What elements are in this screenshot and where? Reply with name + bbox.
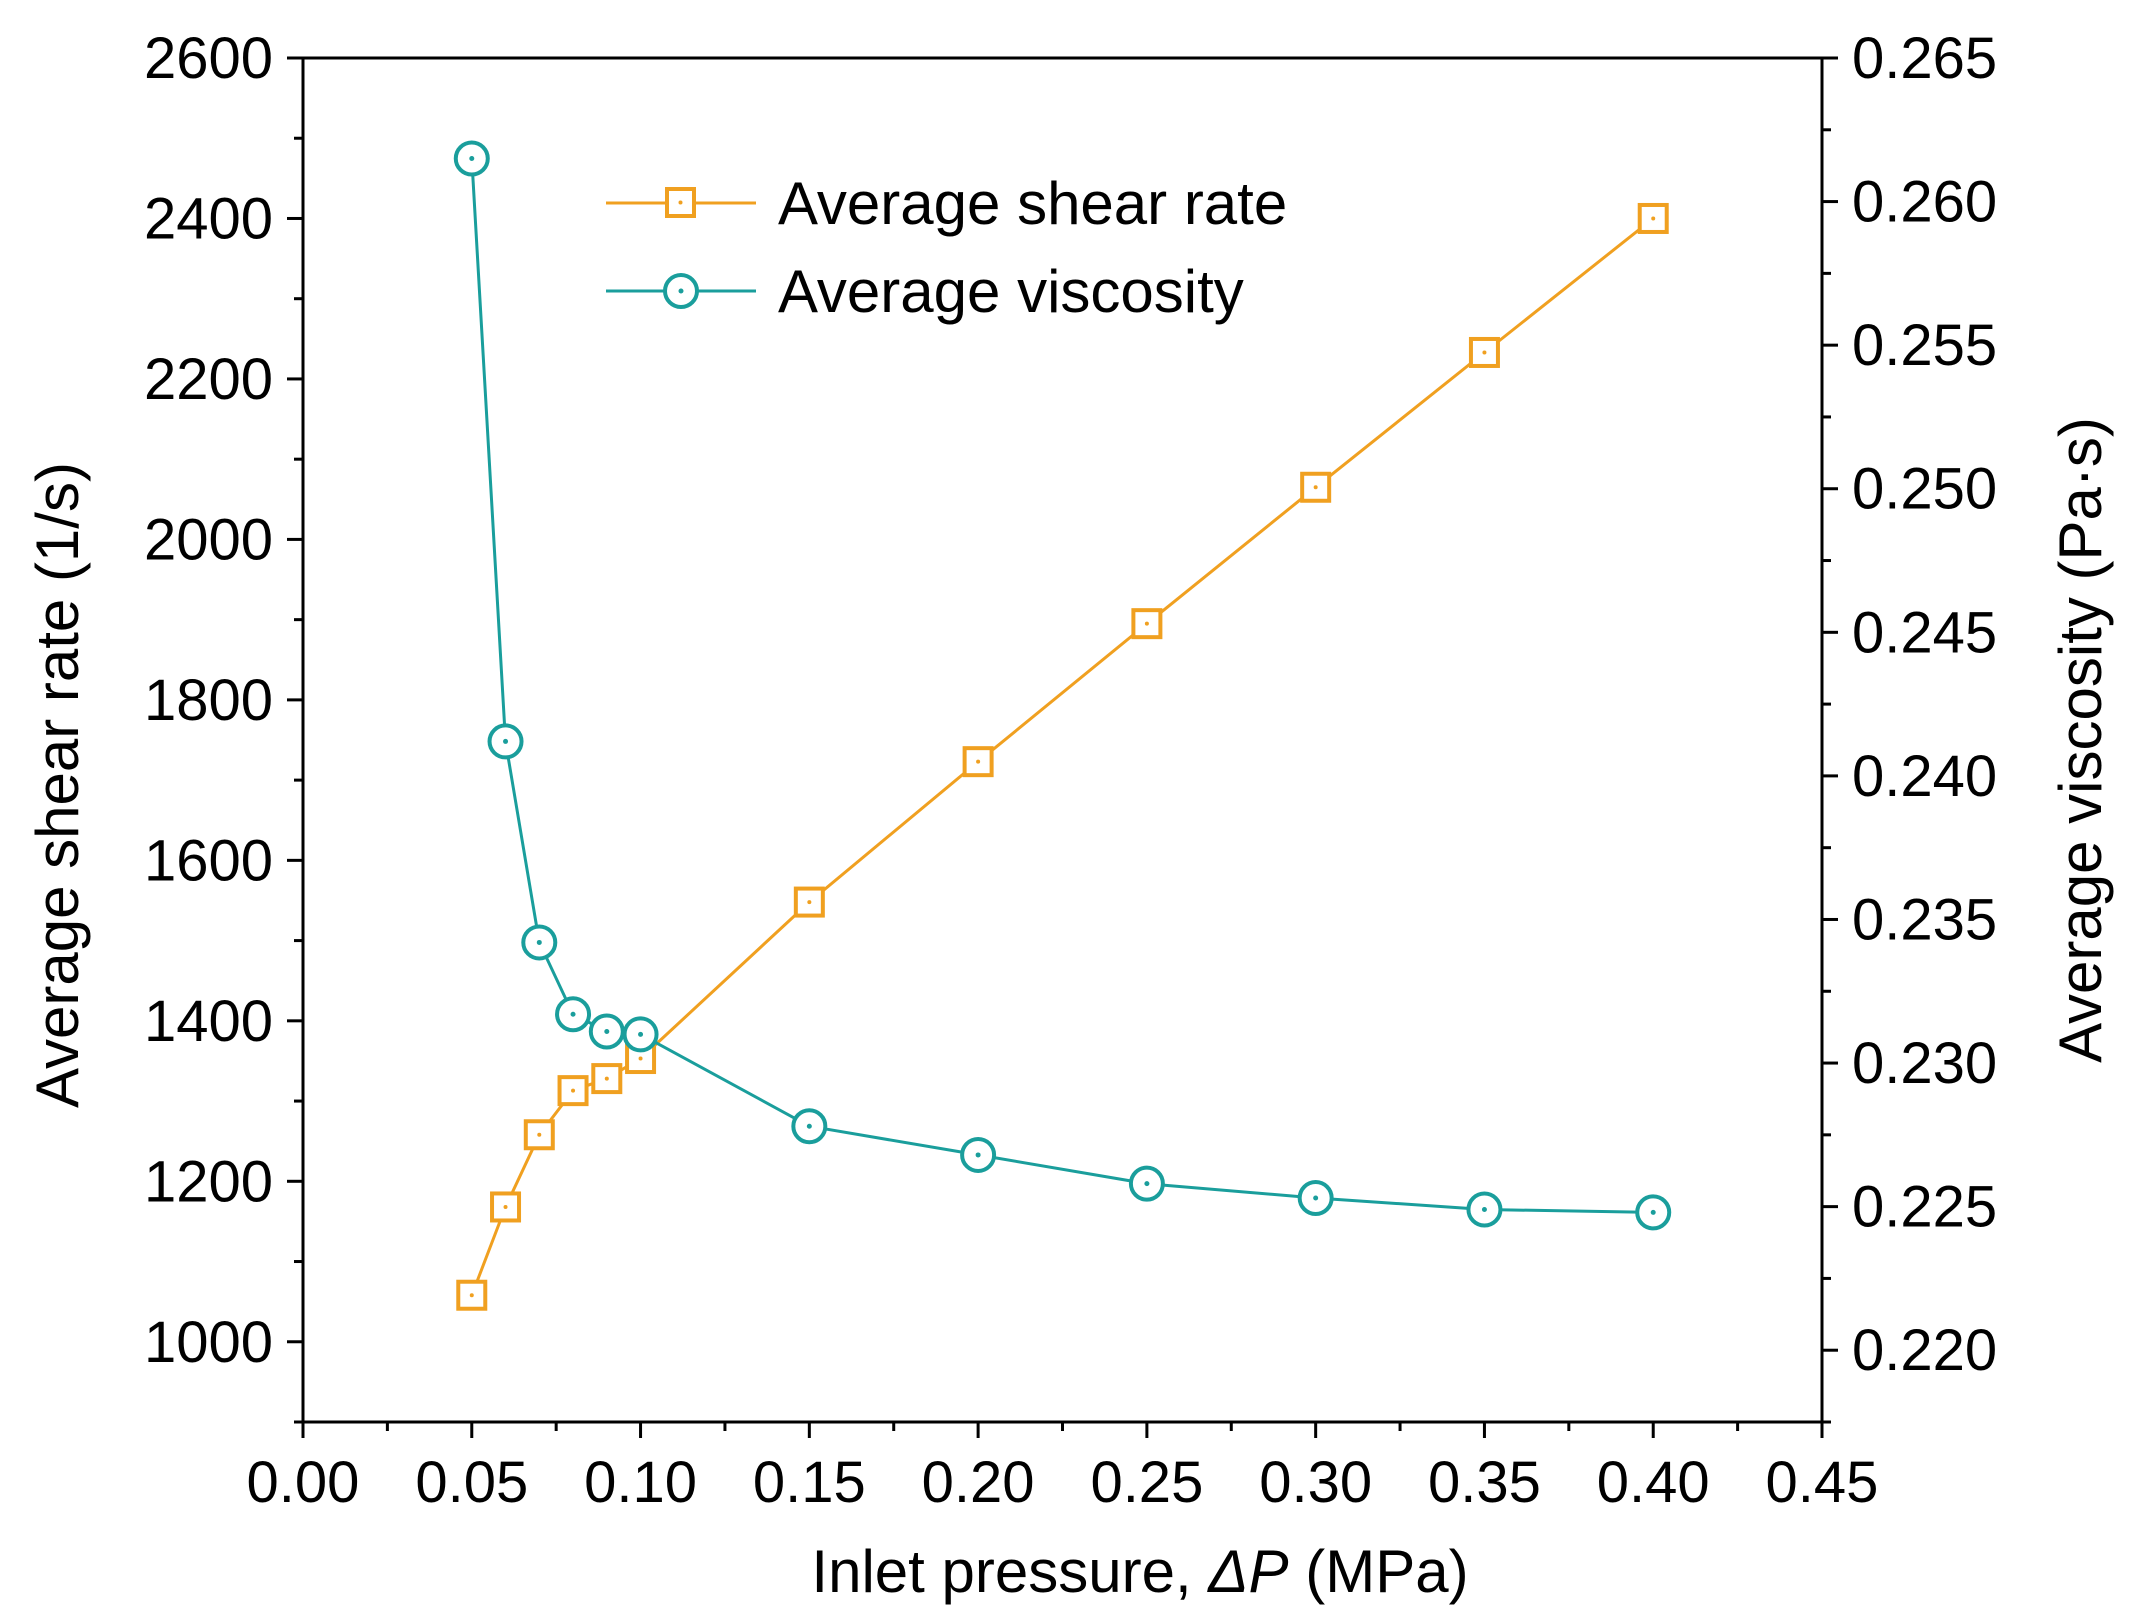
y2-tick-label: 0.240	[1852, 744, 1997, 809]
data-point-center-average-viscosity	[536, 939, 542, 945]
data-point-center-average-shear-rate	[469, 1293, 474, 1298]
data-point-center-average-shear-rate	[1651, 216, 1656, 221]
legend-marker-viscosity-dot	[678, 288, 684, 294]
data-point-center-average-viscosity	[503, 738, 509, 744]
y-axis-title: Average shear rate (1/s)	[24, 462, 91, 1108]
data-point-center-average-shear-rate	[1313, 485, 1318, 490]
y2-tick-label: 0.230	[1852, 1031, 1997, 1096]
x-axis-title: Inlet pressure, ΔP (MPa)	[811, 1538, 1468, 1605]
y2-tick-label: 0.225	[1852, 1175, 1997, 1240]
data-point-center-average-viscosity	[1144, 1181, 1150, 1187]
x-tick-label: 0.10	[584, 1450, 697, 1515]
legend-label-viscosity: Average viscosity	[778, 258, 1244, 325]
y-tick-label: 2600	[144, 26, 273, 91]
data-point-center-average-shear-rate	[604, 1076, 609, 1081]
y-tick-label: 2400	[144, 186, 273, 251]
x-tick-label: 0.05	[415, 1450, 528, 1515]
y2-tick-label: 0.235	[1852, 887, 1997, 952]
data-point-center-average-shear-rate	[976, 759, 981, 764]
data-point-center-average-viscosity	[604, 1028, 610, 1034]
x-tick-label: 0.45	[1766, 1450, 1879, 1515]
x-axis-title-suffix: (MPa)	[1289, 1538, 1469, 1605]
y-tick-label: 1000	[144, 1310, 273, 1375]
y-tick-label: 1800	[144, 668, 273, 733]
x-tick-label: 0.35	[1428, 1450, 1541, 1515]
x-tick-label: 0.20	[922, 1450, 1035, 1515]
axes: 0.00 0.05 0.10 0.15 0.20 0.25 0.30 0.35 0.40 0.45…	[144, 26, 1997, 1515]
y2-tick-label: 0.220	[1852, 1318, 1997, 1383]
y2-axis-title: Average viscosity (Pa·s)	[2047, 417, 2114, 1063]
y2-tick-label: 0.255	[1852, 313, 1997, 378]
data-point-center-average-viscosity	[1650, 1209, 1656, 1215]
data-point-center-average-shear-rate	[1482, 350, 1487, 355]
y-tick-label: 1600	[144, 828, 273, 893]
data-point-center-average-viscosity	[806, 1123, 812, 1129]
data-point-center-average-shear-rate	[807, 900, 812, 905]
data-point-average-shear-rate	[1468, 336, 1500, 368]
data-point-center-average-shear-rate	[571, 1088, 576, 1093]
y2-tick-label: 0.250	[1852, 457, 1997, 522]
plot-series	[453, 140, 1672, 1311]
x-tick-label: 0.40	[1597, 1450, 1710, 1515]
series-line-average-shear-rate	[470, 217, 1655, 1296]
data-point-center-average-viscosity	[570, 1011, 576, 1017]
x-tick-label: 0.30	[1259, 1450, 1372, 1515]
legend-label-shear-rate: Average shear rate	[778, 170, 1287, 237]
y2-tick-label: 0.265	[1852, 26, 1997, 91]
data-point-center-average-viscosity	[1481, 1207, 1487, 1213]
data-point-center-average-shear-rate	[503, 1204, 508, 1209]
data-point-center-average-shear-rate	[1144, 621, 1149, 626]
x-tick-label: 0.00	[247, 1450, 360, 1515]
y2-tick-label: 0.260	[1852, 170, 1997, 235]
data-point-center-average-shear-rate	[537, 1132, 542, 1137]
y-tick-label: 2200	[144, 347, 273, 412]
data-point-center-average-viscosity	[638, 1031, 644, 1037]
x-axis-title-prefix: Inlet pressure,	[811, 1538, 1208, 1605]
data-point-center-average-viscosity	[975, 1152, 981, 1158]
y-tick-label: 2000	[144, 507, 273, 572]
y2-tick-label: 0.245	[1852, 600, 1997, 665]
y-tick-label: 1400	[144, 989, 273, 1054]
x-tick-label: 0.15	[753, 1450, 866, 1515]
legend: Average shear rate Average viscosity	[606, 170, 1287, 325]
data-point-center-average-viscosity	[1313, 1195, 1319, 1201]
series-line-average-viscosity	[470, 158, 1654, 1214]
data-point-center-average-shear-rate	[638, 1056, 643, 1061]
y-tick-label: 1200	[144, 1149, 273, 1214]
data-point-center-average-viscosity	[469, 156, 475, 162]
x-tick-label: 0.25	[1090, 1450, 1203, 1515]
x-axis-title-symbol: ΔP	[1206, 1538, 1288, 1605]
legend-marker-shear-rate-dot	[678, 200, 683, 205]
